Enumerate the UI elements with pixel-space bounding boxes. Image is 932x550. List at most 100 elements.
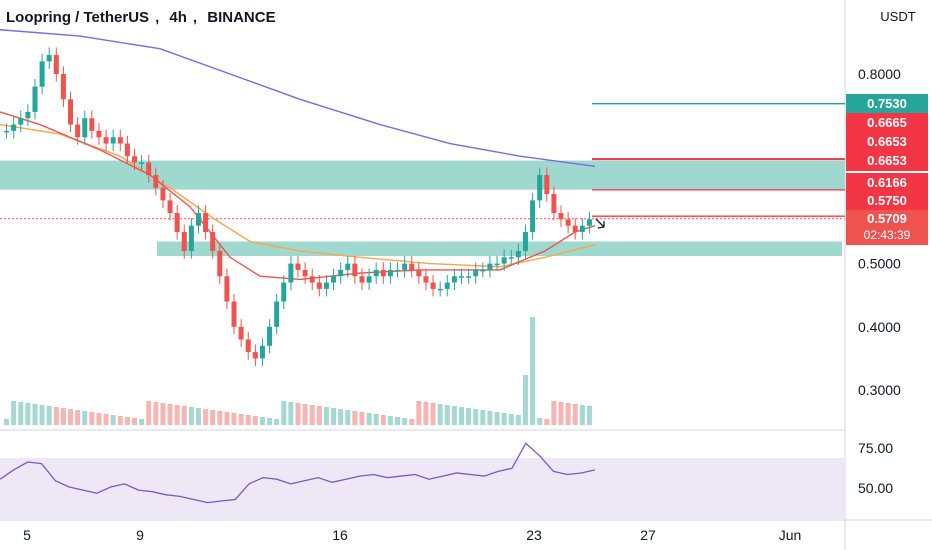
volume-bar <box>458 407 464 425</box>
candle-body <box>217 250 223 277</box>
candle-body <box>153 175 159 188</box>
candle-body <box>124 143 130 157</box>
price-tick-label: 0.4000 <box>858 319 901 335</box>
candle-body <box>380 269 386 277</box>
candle-body <box>139 162 145 164</box>
volume-bar <box>124 417 130 425</box>
volume-bar <box>359 412 365 425</box>
candle-body <box>572 225 578 232</box>
candle-body <box>586 219 592 226</box>
volume-bar <box>132 418 138 425</box>
price-tag-green: 0.7530 <box>846 94 928 114</box>
volume-bar <box>409 419 415 425</box>
volume-bar <box>160 403 166 425</box>
candle-body <box>89 118 95 131</box>
candle-body <box>501 257 507 264</box>
candle-body <box>331 276 337 283</box>
candle-body <box>444 282 450 289</box>
candle-body <box>18 118 24 125</box>
candle-body <box>416 269 422 277</box>
volume-bar <box>238 414 244 425</box>
candle-body <box>458 276 464 278</box>
volume-bar <box>174 405 180 425</box>
candle-body <box>25 111 31 119</box>
volume-bar <box>117 416 123 425</box>
candle-body <box>245 339 251 353</box>
candle-body <box>345 263 351 270</box>
time-tick-label: 9 <box>136 527 144 543</box>
candle-body <box>530 200 536 232</box>
volume-bar <box>366 413 372 425</box>
volume-bar <box>68 409 74 425</box>
candle-body <box>409 263 415 270</box>
candle-body <box>167 200 173 214</box>
candle-body <box>53 55 59 74</box>
candle-body <box>309 276 315 283</box>
candle-body <box>103 137 109 144</box>
volume-bar <box>139 419 145 425</box>
volume-bar <box>224 412 230 425</box>
candle-body <box>430 282 436 289</box>
candle-body <box>96 130 102 138</box>
candle-body <box>437 288 443 291</box>
volume-bar <box>259 417 265 425</box>
rsi-band <box>0 458 845 520</box>
volume-bar <box>338 409 344 425</box>
volume-bar <box>231 413 237 425</box>
rsi-tick-label: 75.00 <box>858 440 893 456</box>
time-tick-label: 16 <box>332 527 348 543</box>
support-resistance-zone <box>157 241 842 257</box>
support-resistance-zone <box>0 160 845 190</box>
volume-bar <box>579 405 585 425</box>
candle-body <box>288 263 294 283</box>
candle-body <box>473 269 479 277</box>
currency-label: USDT <box>880 9 916 24</box>
candle-body <box>281 282 287 302</box>
interval[interactable]: 4h <box>169 9 187 26</box>
volume-bar <box>537 418 543 425</box>
volume-bar <box>89 412 95 425</box>
candle-body <box>387 269 393 277</box>
volume-bar <box>167 404 173 425</box>
candle-body <box>522 232 528 251</box>
candle-body <box>146 162 152 176</box>
volume-bar <box>46 406 52 425</box>
exchange: BINANCE <box>207 9 276 26</box>
candle-body <box>68 99 74 125</box>
volume-bar <box>572 404 578 425</box>
time-tick-label: 23 <box>526 527 542 543</box>
price-tag-red-1: 0.6665 <box>846 113 928 133</box>
volume-bar <box>473 409 479 425</box>
volume-bar <box>444 405 450 425</box>
volume-bar <box>466 408 472 425</box>
moving-average-50 <box>0 123 596 268</box>
volume-bar <box>586 406 592 425</box>
volume-bar <box>18 402 24 425</box>
volume-bar <box>181 406 187 425</box>
candle-body <box>75 124 81 138</box>
candle-body <box>259 345 265 359</box>
candle-body <box>323 282 329 289</box>
volume-bar <box>281 401 287 425</box>
candle-body <box>132 156 138 163</box>
volume-bar <box>508 414 514 425</box>
price-tick-label: 0.3000 <box>858 382 901 398</box>
symbol-pair[interactable]: Loopring / TetherUS <box>6 9 150 26</box>
candle-body <box>231 301 237 327</box>
volume-bar <box>387 416 393 425</box>
candle-body <box>366 276 372 283</box>
time-tick-label: 27 <box>640 527 656 543</box>
volume-bar <box>110 415 116 425</box>
candle-body <box>174 213 180 232</box>
volume-bar <box>395 417 401 425</box>
price-tick-label: 0.8000 <box>858 66 901 82</box>
volume-bar <box>245 415 251 425</box>
candle-body <box>224 276 230 302</box>
candle-body <box>60 74 66 100</box>
volume-bar <box>53 407 59 425</box>
volume-bar <box>487 411 493 425</box>
volume-bar <box>494 412 500 425</box>
volume-bar <box>558 402 564 425</box>
volume-bar <box>530 317 536 425</box>
